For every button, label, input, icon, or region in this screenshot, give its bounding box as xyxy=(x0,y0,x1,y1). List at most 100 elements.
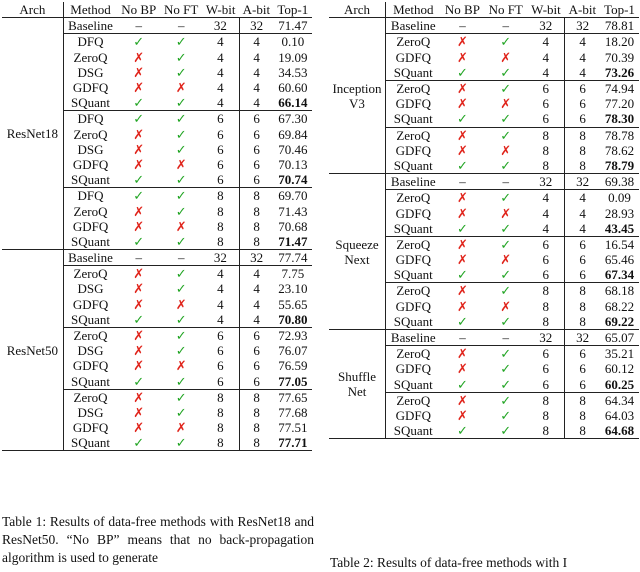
top1-cell: 78.79 xyxy=(599,157,639,175)
w-bit-cell: 8 xyxy=(217,404,224,420)
w-bit-cell: 6 xyxy=(217,328,224,344)
no-bp-cell: ✗ xyxy=(457,142,468,158)
w-bit-cell: 6 xyxy=(542,96,549,112)
w-bit-cell: 8 xyxy=(202,233,240,250)
a-bit-cell: 4 xyxy=(238,64,274,80)
no-bp-cell: ✗ xyxy=(133,404,145,420)
method-cell: GDFQ xyxy=(72,218,109,234)
top1-cell: 34.53 xyxy=(278,64,308,80)
no-ft-cell: ✓ xyxy=(500,236,512,252)
no-bp-cell: ✓ xyxy=(117,373,161,390)
table-row: SQuant ✓ ✓ 6 6 78.30 xyxy=(329,111,639,128)
top1-cell: 65.07 xyxy=(599,329,639,347)
method-cell: SQuant xyxy=(63,172,118,189)
no-bp-cell: ✓ xyxy=(133,34,145,50)
w-bit-cell: 32 xyxy=(202,249,240,267)
col-w-bit: W-bit xyxy=(202,2,240,19)
w-bit-cell: 4 xyxy=(217,266,224,282)
table-row: GDFQ ✗ ✗ 4 4 70.39 xyxy=(329,49,639,65)
no-bp-cell: ✗ xyxy=(133,420,145,436)
top1-cell: 70.13 xyxy=(278,156,308,172)
method-cell: GDFQ xyxy=(72,420,109,436)
no-bp-cell: ✗ xyxy=(457,392,468,408)
top1-cell: 77.20 xyxy=(604,96,635,112)
table-row: ZeroQ ✗ ✓ 4 4 18.20 xyxy=(329,33,639,50)
top1-cell: 78.30 xyxy=(599,111,639,128)
no-bp-cell: ✗ xyxy=(133,218,145,234)
top1-cell: 77.65 xyxy=(278,389,308,405)
w-bit-cell: 6 xyxy=(202,172,240,189)
method-cell: GDFQ xyxy=(72,358,109,374)
top1-cell: 65.46 xyxy=(604,252,635,268)
no-ft-cell: ✓ xyxy=(484,111,528,128)
a-bit-cell: 6 xyxy=(564,376,600,393)
table-row: ZeroQ ✗ ✓ 4 4 19.09 xyxy=(2,49,312,65)
table-row: DSG ✗ ✓ 4 4 34.53 xyxy=(2,64,312,80)
method-cell: GDFQ xyxy=(395,205,431,221)
method-cell: ZeroQ xyxy=(396,190,431,206)
a-bit-cell: 32 xyxy=(238,17,274,35)
col-method: Method xyxy=(385,2,441,19)
table-row: ZeroQ ✗ ✓ 8 8 68.18 xyxy=(329,282,639,299)
method-cell: ZeroQ xyxy=(73,266,108,282)
table-row: DFQ ✓ ✓ 6 6 67.30 xyxy=(2,110,312,127)
no-ft-cell: ✓ xyxy=(484,313,528,330)
method-cell: Baseline xyxy=(385,329,441,347)
col-no-bp: No BP xyxy=(440,2,485,19)
no-ft-cell: ✓ xyxy=(160,233,203,250)
table-row: DFQ ✓ ✓ 4 4 0.10 xyxy=(2,33,312,50)
no-ft-cell: ✓ xyxy=(175,281,187,297)
no-bp-cell: ✗ xyxy=(133,389,145,405)
no-ft-cell: ✓ xyxy=(500,190,512,206)
top1-cell: 77.51 xyxy=(278,420,308,436)
no-bp-cell: ✗ xyxy=(457,49,468,65)
w-bit-cell: 8 xyxy=(217,218,224,234)
top1-cell: 78.78 xyxy=(604,127,635,143)
w-bit-cell: 8 xyxy=(217,188,224,204)
w-bit-cell: 4 xyxy=(527,220,565,237)
w-bit-cell: 6 xyxy=(527,267,565,284)
a-bit-cell: 6 xyxy=(238,358,274,374)
method-cell: ZeroQ xyxy=(396,81,431,97)
w-bit-cell: 6 xyxy=(542,252,549,268)
no-ft-cell: ✓ xyxy=(175,141,187,157)
a-bit-cell: 4 xyxy=(564,33,600,50)
method-cell: ZeroQ xyxy=(73,49,108,65)
no-bp-cell: ✗ xyxy=(133,141,145,157)
no-bp-cell: – xyxy=(440,329,485,347)
w-bit-cell: 4 xyxy=(527,64,565,81)
no-ft-cell: ✓ xyxy=(175,266,187,282)
a-bit-cell: 8 xyxy=(564,282,600,299)
no-ft-cell: ✓ xyxy=(175,64,187,80)
top1-cell: 67.34 xyxy=(599,267,639,284)
table-row: GDFQ ✗ ✓ 8 8 64.03 xyxy=(329,407,639,424)
w-bit-cell: 32 xyxy=(202,17,240,35)
method-cell: DFQ xyxy=(77,111,104,127)
table-row: GDFQ ✗ ✗ 6 6 76.59 xyxy=(2,358,312,374)
no-bp-cell: ✗ xyxy=(133,281,145,297)
table-row: GDFQ ✗ ✗ 8 8 77.51 xyxy=(2,420,312,436)
table-row: SQuant ✓ ✓ 4 4 43.45 xyxy=(329,220,639,237)
no-bp-cell: ✓ xyxy=(117,233,161,250)
col-method: Method xyxy=(63,2,118,19)
no-bp-cell: ✓ xyxy=(440,157,485,175)
no-ft-cell: ✗ xyxy=(500,252,512,268)
top1-cell: 23.10 xyxy=(278,281,308,297)
top1-cell: 70.46 xyxy=(278,141,308,157)
a-bit-cell: 6 xyxy=(238,343,274,359)
a-bit-cell: 4 xyxy=(238,95,274,112)
top1-cell: 67.30 xyxy=(278,111,308,127)
table-1-caption: Table 1: Results of data-free methods wi… xyxy=(2,514,314,565)
no-ft-cell: ✓ xyxy=(175,328,187,344)
top1-cell: 72.93 xyxy=(278,328,308,344)
no-ft-cell: ✓ xyxy=(484,220,528,237)
table-row: DSG ✗ ✓ 6 6 76.07 xyxy=(2,343,312,359)
w-bit-cell: 6 xyxy=(217,126,224,142)
method-cell: DSG xyxy=(77,404,104,420)
top1-cell: 69.22 xyxy=(599,313,639,330)
a-bit-cell: 6 xyxy=(238,373,274,390)
w-bit-cell: 4 xyxy=(202,311,240,328)
a-bit-cell: 8 xyxy=(564,157,600,175)
method-cell: GDFQ xyxy=(395,407,431,423)
method-cell: ZeroQ xyxy=(73,389,108,405)
